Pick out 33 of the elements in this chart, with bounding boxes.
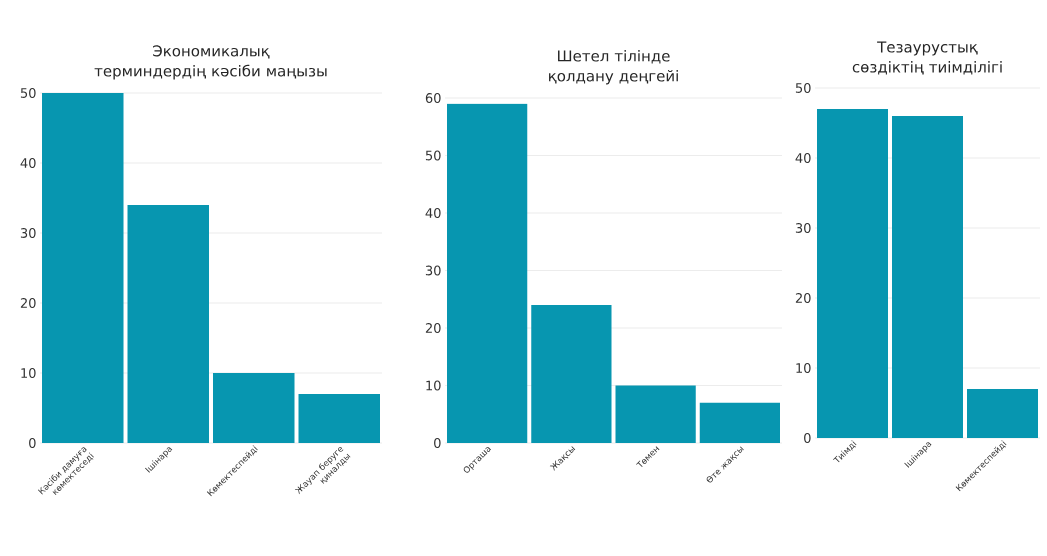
chart-title: Шетел тілінде қолдану деңгейі — [549, 49, 678, 85]
bar — [817, 108, 888, 438]
chart-title: Тезаурустық сөздіктің тиімділігі — [852, 41, 1002, 75]
bar — [42, 92, 124, 443]
y-tick-label: 50 — [20, 88, 36, 98]
bar — [447, 103, 528, 443]
bar — [967, 388, 1038, 438]
y-tick-label: 50 — [795, 83, 811, 93]
chart-title: Экономикалық терминдердің кәсіби маңызы — [94, 45, 327, 80]
y-tick-label: 20 — [20, 298, 36, 308]
bar — [298, 393, 380, 443]
y-tick-label: 30 — [795, 223, 811, 233]
y-tick-label: 0 — [434, 438, 441, 448]
y-tick-label: 20 — [425, 323, 441, 333]
y-tick-label: 50 — [425, 150, 441, 161]
y-tick-label: 0 — [804, 433, 811, 443]
y-tick-label: 10 — [426, 380, 441, 391]
y-tick-label: 0 — [29, 438, 36, 448]
y-tick-label: 10 — [21, 368, 36, 378]
bar — [699, 402, 780, 443]
bar — [213, 372, 295, 443]
y-tick-label: 40 — [795, 153, 811, 163]
y-tick-label: 30 — [425, 265, 441, 276]
bar — [531, 304, 612, 443]
y-tick-label: 40 — [425, 208, 441, 218]
bar — [127, 204, 210, 443]
y-tick-label: 10 — [796, 363, 811, 373]
y-tick-label: 20 — [795, 293, 811, 303]
bar — [892, 115, 963, 438]
y-tick-label: 40 — [20, 158, 36, 168]
y-tick-label: 60 — [425, 93, 441, 103]
bar — [615, 385, 696, 443]
y-tick-label: 30 — [20, 228, 36, 238]
